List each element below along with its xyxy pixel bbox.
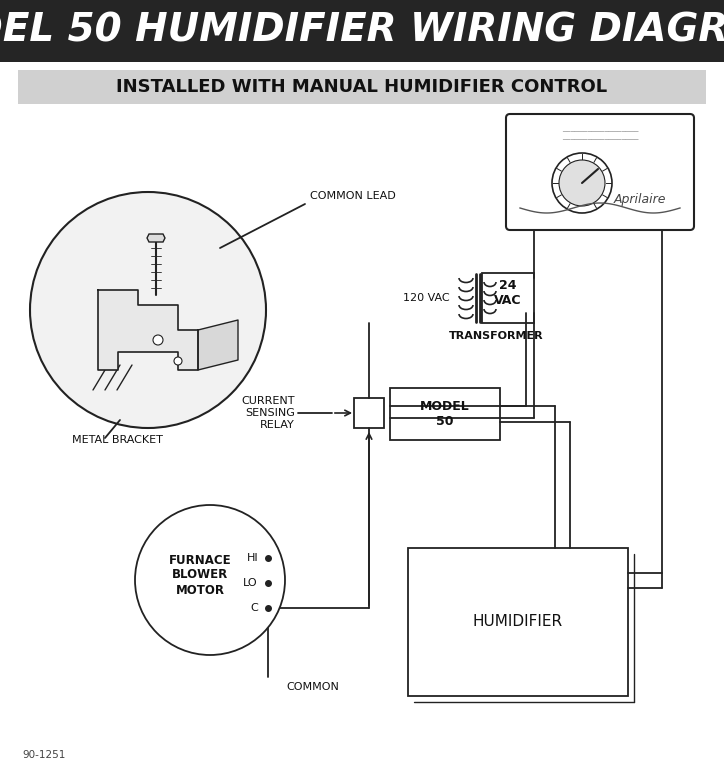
Bar bbox=[18, 70, 706, 104]
Text: Aprilaire: Aprilaire bbox=[614, 193, 666, 206]
Bar bbox=[0, 0, 724, 62]
Text: TRANSFORMER: TRANSFORMER bbox=[449, 331, 543, 341]
Bar bbox=[354, 398, 384, 428]
Text: CURRENT
SENSING
RELAY: CURRENT SENSING RELAY bbox=[242, 397, 295, 430]
Circle shape bbox=[552, 153, 612, 213]
Bar bbox=[390, 388, 500, 440]
Text: HI: HI bbox=[246, 553, 258, 563]
Text: HUMIDIFIER: HUMIDIFIER bbox=[473, 614, 563, 630]
Text: LO: LO bbox=[243, 578, 258, 588]
Text: MODEL
50: MODEL 50 bbox=[420, 400, 470, 428]
Polygon shape bbox=[98, 290, 198, 370]
Text: ──────────────────: ────────────────── bbox=[562, 137, 639, 143]
Circle shape bbox=[174, 357, 182, 365]
Text: C: C bbox=[251, 603, 258, 613]
Text: COMMON LEAD: COMMON LEAD bbox=[310, 191, 396, 201]
Text: 90-1251: 90-1251 bbox=[22, 750, 65, 760]
Text: ──────────────────: ────────────────── bbox=[562, 129, 639, 135]
Text: METAL BRACKET: METAL BRACKET bbox=[72, 435, 163, 445]
Polygon shape bbox=[147, 234, 165, 242]
Text: MODEL 50 HUMIDIFIER WIRING DIAGRAMS: MODEL 50 HUMIDIFIER WIRING DIAGRAMS bbox=[0, 12, 724, 50]
Text: INSTALLED WITH MANUAL HUMIDIFIER CONTROL: INSTALLED WITH MANUAL HUMIDIFIER CONTROL bbox=[117, 78, 607, 96]
Text: 24
VAC: 24 VAC bbox=[494, 279, 522, 307]
Circle shape bbox=[30, 192, 266, 428]
Bar bbox=[408, 548, 628, 696]
Circle shape bbox=[135, 505, 285, 655]
Polygon shape bbox=[198, 320, 238, 370]
Circle shape bbox=[153, 335, 163, 345]
Text: 120 VAC: 120 VAC bbox=[403, 293, 450, 303]
Text: FURNACE
BLOWER
MOTOR: FURNACE BLOWER MOTOR bbox=[169, 554, 231, 597]
Bar bbox=[482, 273, 534, 323]
FancyBboxPatch shape bbox=[506, 114, 694, 230]
Text: COMMON: COMMON bbox=[286, 682, 339, 692]
Circle shape bbox=[559, 160, 605, 206]
